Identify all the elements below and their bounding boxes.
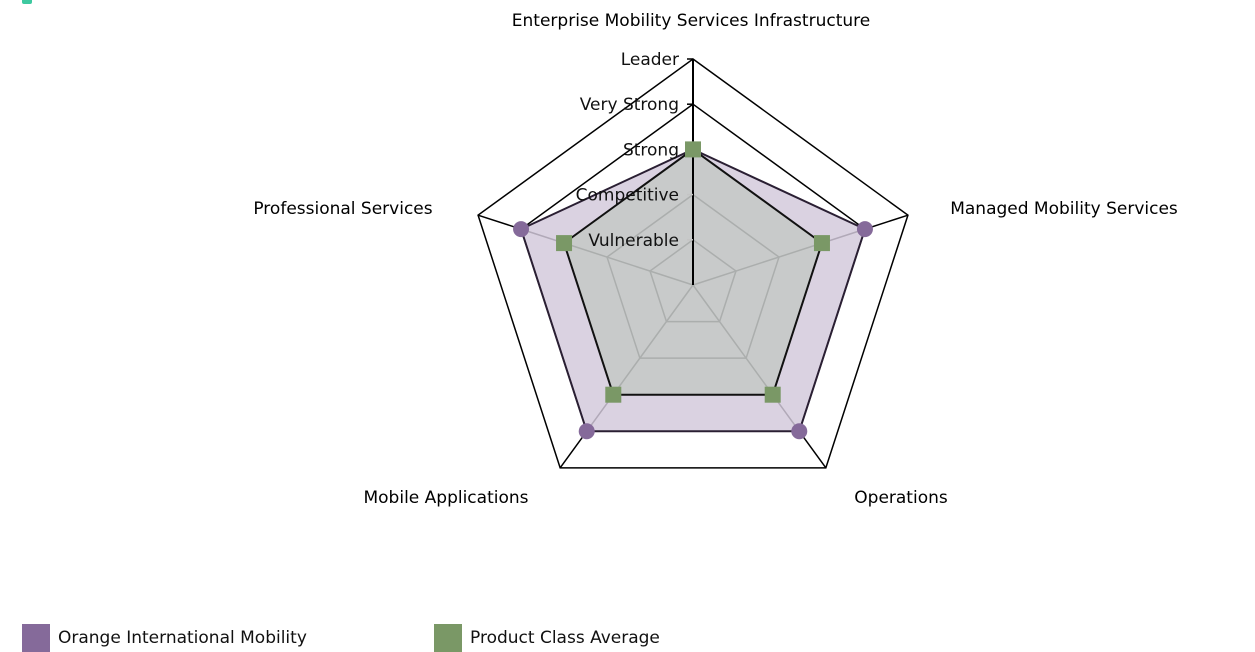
data-point-orange — [578, 423, 595, 440]
grid-spoke — [586, 284, 694, 432]
legend-swatch — [434, 624, 462, 652]
legend-label: Orange International Mobility — [58, 628, 307, 648]
grid-level-2 — [606, 193, 780, 359]
axis-label: Professional Services — [253, 199, 432, 219]
axis-label: Operations — [854, 488, 948, 508]
data-point-orange — [856, 221, 873, 238]
series-area-0 — [519, 148, 867, 433]
legend-swatch — [22, 624, 50, 652]
legend-item-orange[interactable]: Orange International Mobility — [22, 624, 307, 652]
level-label: Very Strong — [580, 95, 679, 115]
axis-label: Mobile Applications — [363, 488, 528, 508]
axis-label: Managed Mobility Services — [950, 199, 1178, 219]
data-point-average — [813, 235, 830, 252]
level-label: Leader — [621, 50, 679, 70]
level-label: Vulnerable — [588, 231, 679, 251]
grid-level-1 — [649, 238, 737, 323]
data-point-average — [605, 386, 622, 403]
legend-item-average[interactable]: Product Class Average — [434, 624, 660, 652]
grid-spoke — [692, 228, 866, 286]
axis-label: Enterprise Mobility Services Infrastruct… — [512, 11, 870, 31]
grid-spoke — [520, 228, 694, 286]
level-label: Strong — [623, 140, 679, 160]
data-point-orange — [513, 221, 530, 238]
grid-level-5 — [477, 58, 909, 469]
data-point-average — [556, 235, 573, 252]
grid-spoke — [692, 284, 800, 432]
data-point-average — [685, 141, 701, 158]
corner-decoration — [22, 0, 32, 4]
level-label: Competitive — [576, 186, 679, 206]
legend-label: Product Class Average — [470, 628, 660, 648]
data-point-average — [764, 386, 781, 403]
data-point-orange — [791, 423, 808, 440]
